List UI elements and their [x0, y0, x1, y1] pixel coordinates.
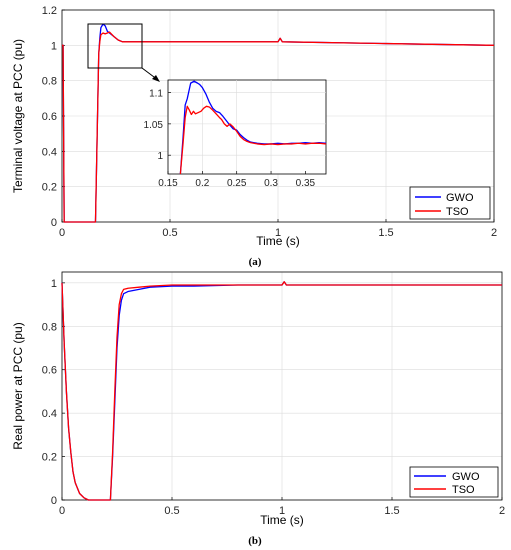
panel-a-ytick-label: 1.2 [42, 5, 57, 17]
panel-a-ytick-label: 0.4 [42, 146, 57, 158]
panel-b-ylabel: Real power at PCC (pu) [11, 322, 25, 449]
panel-a-xtick-label: 1 [275, 227, 281, 239]
panel-a: 0 0.5 1 1.5 2 0 0.2 0.4 0.6 0.8 1 1.2 Terminal volt… [11, 5, 497, 268]
panel-b-xtick-label: 1.5 [384, 505, 399, 517]
panel-b: 0 0.5 1 1.5 2 0 0.2 0.4 0.6 0.8 1 Real power at PC… [11, 271, 505, 547]
panel-a-legend-box [409, 186, 491, 220]
inset-series-tso [179, 105, 327, 175]
panel-b-legend-box [409, 466, 499, 498]
panel-a-legend: GWO TSO [409, 186, 491, 220]
panel-a-ytick-label: 1 [51, 40, 57, 52]
panel-a-xtick-label: 0 [59, 227, 65, 239]
panel-a-ytick-label: 0.8 [42, 76, 57, 88]
inset-ytick-label: 1 [157, 151, 163, 162]
panel-b-series-tso [61, 281, 502, 501]
panel-b-legend: GWO TSO [409, 466, 499, 498]
panel-a-ylabel: Terminal voltage at PCC (pu) [11, 39, 25, 193]
panel-b-caption: (b) [248, 535, 262, 547]
panel-a-ytick-label: 0.2 [42, 182, 57, 194]
panel-a-xtick-label: 1.5 [378, 227, 393, 239]
panel-a-zoom-box [87, 23, 143, 69]
panel-a-legend-gwo-label: GWO [446, 192, 474, 204]
panel-a-xtick-label: 0.5 [162, 227, 177, 239]
panel-b-xtick-label: 0.5 [164, 505, 179, 517]
panel-a-ytick-label: 0 [51, 217, 57, 229]
panel-b-xtick-label: 0 [59, 505, 65, 517]
panel-a-series-tso [62, 31, 495, 223]
panel-b-ytick-label: 0.8 [42, 321, 57, 333]
panel-a-xtick-label: 2 [491, 227, 497, 239]
panel-b-ytick-label: 0.4 [42, 408, 57, 420]
panel-b-ytick-label: 1 [51, 278, 57, 290]
panel-b-ytick-label: 0.6 [42, 365, 57, 377]
inset-xtick-label: 0.25 [227, 178, 247, 189]
inset-series [179, 80, 327, 175]
panel-b-grid [62, 272, 502, 500]
panel-a-caption: (a) [249, 256, 262, 268]
panel-a-ytick-label: 0.6 [42, 111, 57, 123]
panel-b-series [61, 281, 502, 501]
panel-b-ytick-label: 0.2 [42, 452, 57, 464]
inset-ytick-label: 1.05 [144, 120, 164, 131]
panel-b-ticks: 0 0.5 1 1.5 2 0 0.2 0.4 0.6 0.8 1 [42, 278, 505, 517]
inset-xtick-label: 0.2 [195, 178, 209, 189]
panel-b-ytick-label: 0 [51, 495, 57, 507]
panel-b-xlabel: Time (s) [260, 513, 304, 527]
panel-b-legend-gwo-label: GWO [452, 471, 480, 483]
panel-b-xtick-label: 1 [279, 505, 285, 517]
inset-ticks: 0.15 0.2 0.25 0.3 0.35 1 1.05 1.1 [144, 89, 316, 189]
panel-a-series [62, 23, 495, 223]
panel-b-legend-tso-label: TSO [452, 484, 475, 496]
panel-a-inset-frame [167, 79, 327, 175]
inset-xtick-label: 0.15 [158, 178, 178, 189]
panel-a-inset: 0.15 0.2 0.25 0.3 0.35 1 1.05 1.1 [144, 79, 327, 189]
panel-a-legend-tso-label: TSO [446, 206, 469, 218]
inset-grid [168, 80, 326, 174]
inset-xtick-label: 0.3 [264, 178, 278, 189]
panel-a-zoom-arrowhead [152, 75, 160, 82]
panel-a-ticks: 0 0.5 1 1.5 2 0 0.2 0.4 0.6 0.8 1 1.2 [42, 5, 497, 239]
panel-a-xlabel: Time (s) [256, 234, 300, 248]
inset-ytick-label: 1.1 [149, 89, 163, 100]
inset-xtick-label: 0.35 [296, 178, 316, 189]
panel-b-xtick-label: 2 [499, 505, 505, 517]
